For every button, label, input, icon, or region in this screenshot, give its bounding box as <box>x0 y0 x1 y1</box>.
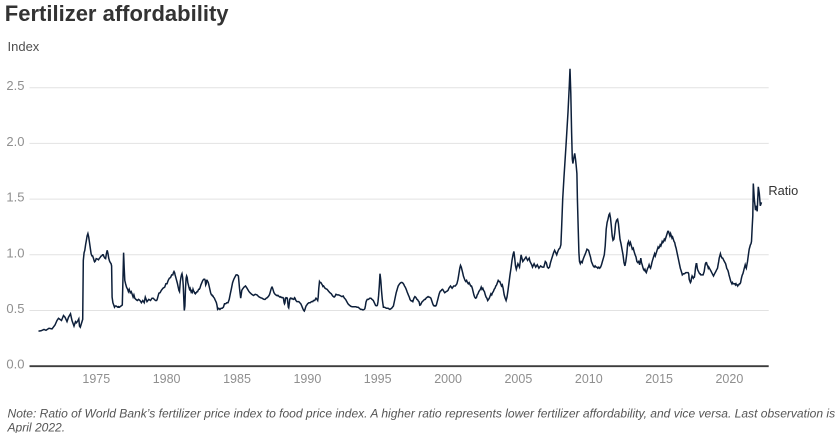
svg-text:2000: 2000 <box>434 372 462 386</box>
svg-text:1985: 1985 <box>223 372 251 386</box>
svg-text:2010: 2010 <box>575 372 603 386</box>
svg-text:2020: 2020 <box>715 372 743 386</box>
svg-text:1980: 1980 <box>153 372 181 386</box>
svg-text:0.0: 0.0 <box>6 357 24 372</box>
svg-text:2005: 2005 <box>504 372 532 386</box>
svg-text:0.5: 0.5 <box>6 301 24 316</box>
svg-text:Note: Ratio of World Bank’s fe: Note: Ratio of World Bank’s fertilizer p… <box>8 406 836 420</box>
svg-text:1.5: 1.5 <box>6 190 24 205</box>
svg-text:Index: Index <box>8 39 40 54</box>
svg-text:2015: 2015 <box>645 372 673 386</box>
svg-text:1.0: 1.0 <box>6 245 24 260</box>
svg-text:April 2022.: April 2022. <box>7 420 66 433</box>
svg-text:1975: 1975 <box>82 372 110 386</box>
svg-text:Fertilizer affordability: Fertilizer affordability <box>5 1 229 26</box>
svg-text:1995: 1995 <box>364 372 392 386</box>
svg-text:Ratio: Ratio <box>768 183 798 198</box>
svg-text:2.0: 2.0 <box>6 134 24 149</box>
svg-text:1990: 1990 <box>293 372 321 386</box>
svg-text:2.5: 2.5 <box>6 78 24 93</box>
